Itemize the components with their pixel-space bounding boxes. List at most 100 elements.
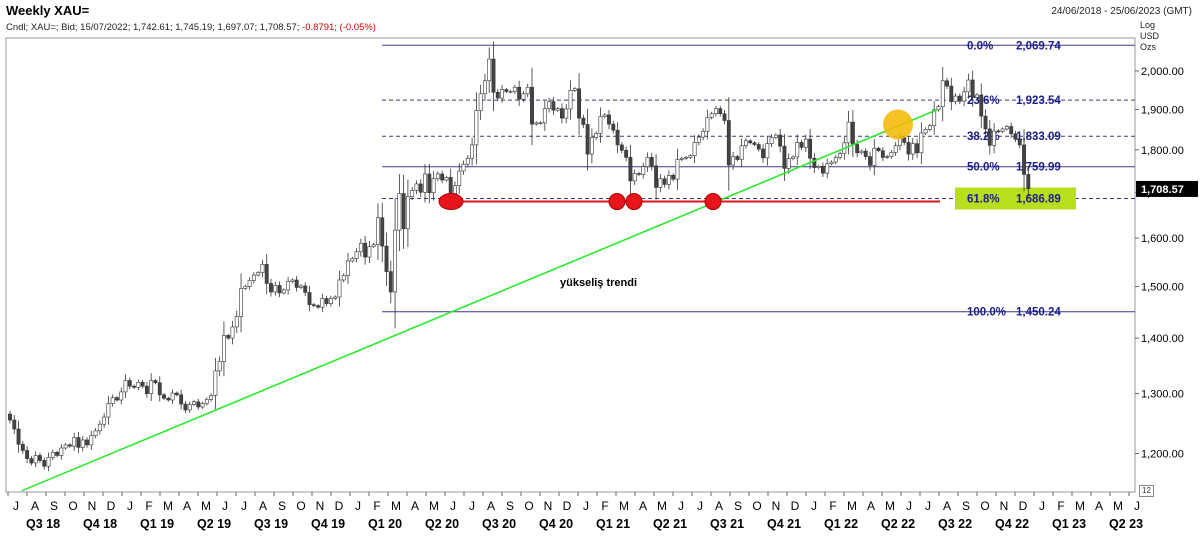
candle-body	[949, 85, 954, 102]
x-month-label: J	[906, 499, 912, 513]
x-quarter-label: Q3 22	[938, 517, 972, 531]
candle-body	[765, 143, 770, 159]
candle-body	[940, 80, 945, 107]
candle-body	[183, 403, 188, 411]
ohlc-values: Cndl; XAU=; Bid; 15/07/2022; 1,742.61; 1…	[6, 22, 300, 33]
candle-body	[346, 260, 350, 276]
candle-body	[127, 380, 132, 387]
x-month-label: M	[391, 499, 401, 513]
fib-percent: 0.0%	[967, 40, 993, 52]
candle-body	[153, 380, 158, 384]
chart-title: Weekly XAU=	[6, 3, 90, 18]
candle-body	[662, 178, 667, 185]
candle-body	[217, 361, 222, 372]
candle-body	[589, 137, 594, 155]
candle-body	[962, 91, 967, 102]
x-month-label: M	[619, 499, 629, 513]
x-month-label: S	[734, 499, 742, 513]
candle-body	[812, 157, 817, 168]
support-touch-marker	[625, 193, 643, 211]
candle-body	[29, 458, 34, 464]
candle-body	[829, 161, 834, 165]
candle-body	[388, 271, 393, 293]
candle-body	[453, 185, 457, 194]
x-month-label: A	[867, 499, 875, 513]
x-month-label: J	[811, 499, 817, 513]
candle-body	[320, 298, 325, 308]
candle-body	[166, 397, 171, 401]
candle-body	[572, 88, 577, 91]
candle-body	[102, 416, 107, 425]
candle-body	[273, 285, 278, 293]
x-month-label: M	[201, 499, 211, 513]
candle-body	[333, 296, 338, 299]
candle-body	[380, 217, 385, 247]
x-month-label: A	[943, 499, 951, 513]
x-month-label: D	[1019, 499, 1028, 513]
candle-body	[358, 242, 363, 253]
candle-body	[106, 403, 111, 418]
candle-body	[251, 274, 256, 281]
candle-body	[816, 165, 821, 168]
x-month-label: O	[296, 499, 305, 513]
x-month-label: N	[544, 499, 553, 513]
x-month-label: J	[925, 499, 931, 513]
candle-body	[530, 86, 534, 125]
fib-percent: 100.0%	[967, 307, 1006, 319]
x-month-label: A	[183, 499, 191, 513]
candle-body	[33, 455, 38, 464]
candle-body	[637, 173, 641, 175]
candle-body	[8, 413, 12, 421]
y-tick-label: 1,300.00	[1141, 389, 1184, 401]
candle-body	[20, 443, 25, 451]
candle-body	[598, 116, 603, 134]
candle-body	[192, 401, 196, 405]
candle-body	[795, 142, 800, 158]
candle-body	[872, 147, 877, 166]
candle-body	[880, 150, 885, 158]
candle-body	[16, 428, 21, 445]
candle-body	[786, 158, 791, 169]
candle-body	[619, 144, 624, 151]
candle-body	[63, 444, 68, 449]
support-touch-marker	[608, 193, 626, 211]
candle-body	[855, 144, 860, 154]
candle-body	[414, 183, 419, 191]
candle-body	[534, 122, 539, 125]
y-tick-label: 1,900.00	[1141, 104, 1184, 116]
x-quarter-label: Q4 19	[311, 517, 345, 531]
candle-body	[658, 178, 663, 188]
candle-body	[722, 113, 727, 121]
x-month-label: J	[355, 499, 361, 513]
candle-body	[234, 316, 239, 328]
candle-body	[628, 157, 633, 182]
candle-body	[970, 79, 975, 98]
x-quarter-label: Q3 21	[710, 517, 744, 531]
candle-body	[93, 430, 98, 436]
candle-body	[478, 93, 483, 111]
candle-body	[410, 190, 415, 197]
candle-body	[243, 286, 248, 289]
candle-body	[581, 117, 586, 125]
candle-body	[624, 150, 629, 158]
candle-body	[504, 89, 509, 92]
candle-body	[846, 121, 851, 144]
x-month-label: A	[487, 499, 495, 513]
candle-body	[773, 134, 778, 138]
candle-body	[825, 163, 830, 174]
x-month-label: J	[450, 499, 456, 513]
y-tick-label: 1,500.00	[1141, 281, 1184, 293]
x-month-label: F	[601, 499, 608, 513]
candle-body	[97, 423, 102, 432]
candle-body	[67, 444, 72, 447]
fib-highlight	[955, 187, 1076, 210]
candle-body	[132, 385, 137, 388]
price-change: -0.8791; (-0.05%)	[302, 22, 376, 33]
candle-body	[260, 264, 265, 273]
y-tick-label: 1,200.00	[1141, 449, 1184, 461]
x-month-label: O	[980, 499, 989, 513]
candle-body	[547, 101, 552, 109]
x-month-label: J	[1039, 499, 1045, 513]
x-quarter-label: Q4 22	[995, 517, 1029, 531]
